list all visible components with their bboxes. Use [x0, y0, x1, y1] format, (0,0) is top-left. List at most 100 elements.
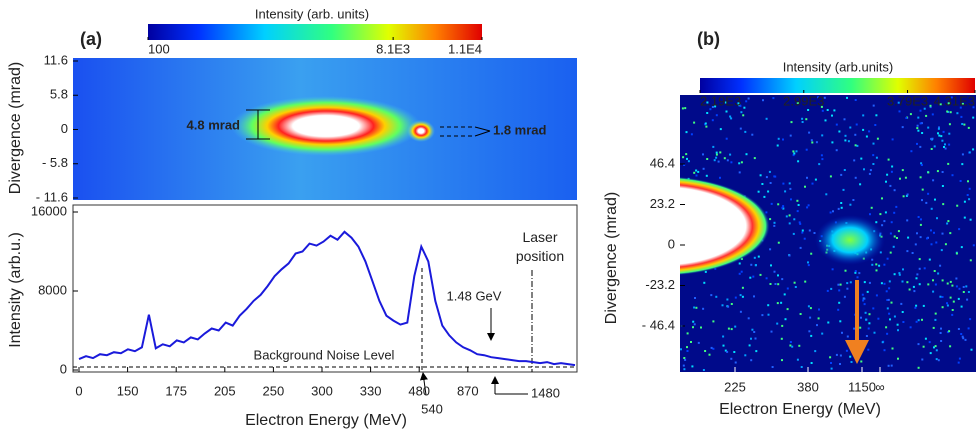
- speckle: [941, 279, 944, 282]
- speckle: [683, 357, 686, 359]
- speckle: [849, 203, 852, 206]
- colorbar-tick-label: 2.19E3: [700, 93, 741, 108]
- speckle: [765, 117, 768, 120]
- y-tick-label: 8000: [38, 282, 67, 297]
- speckle: [826, 109, 829, 111]
- speckle: [685, 153, 688, 156]
- speckle: [837, 207, 840, 210]
- speckle: [810, 334, 813, 337]
- speckle: [769, 182, 772, 184]
- speckle: [795, 150, 798, 153]
- speckle: [920, 122, 923, 125]
- speckle: [886, 332, 889, 335]
- speckle: [938, 126, 940, 129]
- speckle: [917, 216, 920, 218]
- speckle: [807, 109, 810, 111]
- speckle: [832, 210, 834, 213]
- speckle: [936, 217, 938, 220]
- speckle: [959, 180, 962, 182]
- speckle: [921, 358, 924, 361]
- speckle: [788, 222, 791, 225]
- speckle: [755, 350, 758, 353]
- speckle: [695, 306, 698, 309]
- speckle: [793, 218, 796, 221]
- speckle: [753, 256, 756, 259]
- speckle: [738, 162, 741, 165]
- x-tick-label: 330: [360, 383, 382, 398]
- speckle: [870, 206, 873, 209]
- speckle: [915, 320, 918, 323]
- speckle: [723, 157, 726, 160]
- speckle: [919, 109, 922, 112]
- speckle: [797, 160, 800, 163]
- speckle: [777, 137, 780, 140]
- speckle: [765, 277, 768, 280]
- speckle: [765, 176, 768, 179]
- speckle: [804, 280, 807, 283]
- speckle: [704, 122, 707, 125]
- heatmap-spot: [407, 120, 435, 142]
- speckle: [835, 123, 838, 126]
- speckle: [835, 353, 838, 356]
- speckle: [782, 182, 785, 185]
- spectrum-line: [78, 230, 576, 367]
- speckle: [702, 307, 705, 310]
- speckle: [944, 143, 946, 146]
- speckle: [838, 289, 841, 292]
- speckle: [962, 286, 965, 288]
- speckle: [916, 124, 919, 127]
- speckle: [789, 134, 792, 137]
- speckle: [853, 327, 856, 330]
- speckle: [826, 289, 829, 292]
- speckle: [792, 154, 795, 157]
- speckle: [751, 133, 754, 136]
- speckle: [946, 302, 948, 305]
- speckle: [949, 111, 952, 114]
- speckle: [733, 351, 736, 353]
- speckle: [921, 199, 923, 202]
- speckle: [692, 326, 694, 329]
- speckle: [878, 264, 881, 267]
- speckle: [961, 163, 964, 166]
- speckle: [876, 137, 879, 140]
- speckle: [799, 246, 802, 249]
- speckle: [791, 345, 794, 348]
- speckle: [933, 346, 935, 349]
- speckle: [888, 280, 891, 283]
- speckle: [727, 327, 730, 330]
- speckle: [919, 223, 922, 226]
- speckle: [972, 148, 975, 151]
- speckle: [898, 272, 901, 275]
- speckle: [962, 291, 965, 293]
- speckle: [814, 350, 817, 353]
- speckle: [915, 304, 918, 307]
- speckle: [875, 156, 878, 159]
- speckle: [916, 273, 919, 276]
- speckle: [916, 232, 918, 235]
- speckle: [680, 348, 682, 351]
- speckle: [897, 357, 899, 360]
- speckle: [750, 359, 753, 362]
- speckle: [946, 331, 949, 334]
- speckle: [830, 367, 833, 370]
- speckle: [863, 168, 865, 171]
- speckle: [823, 96, 826, 99]
- speckle: [697, 341, 700, 344]
- speckle: [871, 263, 874, 266]
- speckle: [846, 282, 849, 285]
- speckle: [729, 153, 732, 156]
- speckle: [829, 175, 832, 178]
- speckle: [896, 323, 899, 326]
- speckle: [743, 106, 746, 109]
- speckle: [921, 318, 923, 321]
- speckle: [704, 350, 707, 352]
- speckle: [947, 162, 950, 165]
- speckle: [844, 139, 847, 142]
- speckle: [874, 124, 877, 126]
- speckle: [968, 151, 971, 154]
- speckle: [794, 286, 797, 288]
- speckle: [757, 255, 760, 258]
- speckle: [719, 151, 722, 154]
- speckle: [725, 137, 728, 140]
- speckle: [809, 307, 812, 310]
